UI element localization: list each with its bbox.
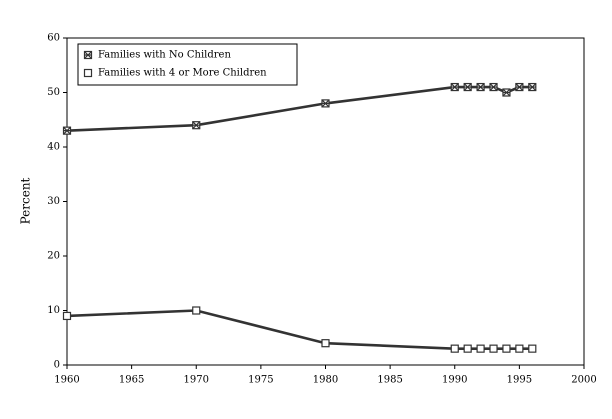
- marker-cross: [63, 126, 71, 135]
- marker: [515, 344, 524, 353]
- marker-cross: [321, 99, 330, 108]
- marker: [502, 344, 511, 353]
- marker: [489, 82, 498, 92]
- marker: [528, 82, 537, 92]
- y-tick-label: 10: [47, 305, 60, 316]
- marker-cross: [84, 51, 92, 59]
- x-tick-label: 1965: [119, 375, 144, 386]
- legend: Families with No Children Families with 4…: [77, 43, 298, 86]
- marker: [476, 82, 485, 92]
- x-tick-label: 1960: [54, 375, 79, 386]
- y-tick-label: 20: [47, 251, 60, 262]
- marker-cross: [192, 121, 201, 130]
- marker-cross: [476, 83, 485, 91]
- marker: [321, 99, 330, 108]
- marker: [192, 121, 201, 130]
- marker: [476, 344, 485, 353]
- marker-box: [192, 306, 201, 315]
- y-tick-label: 30: [47, 196, 60, 207]
- marker-box: [489, 344, 498, 353]
- marker: [515, 82, 524, 92]
- y-tick-label: 40: [47, 142, 60, 153]
- marker: [450, 82, 459, 92]
- marker-cross: [528, 83, 537, 91]
- y-axis-label: Percent: [19, 177, 33, 224]
- marker-cross: [463, 83, 472, 91]
- marker-cross: [502, 88, 511, 97]
- marker: [450, 344, 459, 353]
- marker-box: [83, 68, 93, 78]
- marker: [463, 344, 472, 353]
- marker: [83, 50, 93, 60]
- series-line: [66, 85, 533, 132]
- marker: [83, 68, 93, 78]
- marker-cross: [489, 83, 498, 91]
- marker: [62, 311, 72, 321]
- x-tick-label: 1985: [377, 375, 402, 386]
- y-tick-label: 0: [54, 360, 60, 371]
- marker: [463, 82, 472, 92]
- marker: [528, 344, 537, 353]
- x-tick-label: 1990: [442, 375, 467, 386]
- y-tick-label: 60: [47, 33, 60, 44]
- marker-box: [515, 344, 524, 353]
- marker: [489, 344, 498, 353]
- legend-label: Families with No Children: [98, 50, 231, 61]
- marker-box: [463, 344, 472, 353]
- marker-box: [62, 311, 72, 321]
- marker-box: [528, 344, 537, 353]
- x-tick-label: 1975: [248, 375, 273, 386]
- legend-box: [77, 43, 298, 86]
- marker-box: [321, 339, 330, 348]
- marker-cross: [515, 83, 524, 91]
- marker: [321, 339, 330, 348]
- x-tick-label: 1980: [313, 375, 338, 386]
- marker-box: [476, 344, 485, 353]
- plot-frame: [66, 37, 585, 366]
- y-tick-label: 50: [47, 87, 60, 98]
- x-tick-label: 1995: [507, 375, 532, 386]
- marker: [62, 126, 72, 135]
- marker-box: [502, 344, 511, 353]
- marker: [192, 306, 201, 315]
- x-tick-label: 2000: [571, 375, 596, 386]
- marker-cross: [450, 83, 459, 91]
- marker-box: [450, 344, 459, 353]
- series-line: [66, 309, 533, 350]
- x-tick-label: 1970: [184, 375, 209, 386]
- legend-label: Families with 4 or More Children: [98, 68, 267, 79]
- marker: [502, 88, 511, 97]
